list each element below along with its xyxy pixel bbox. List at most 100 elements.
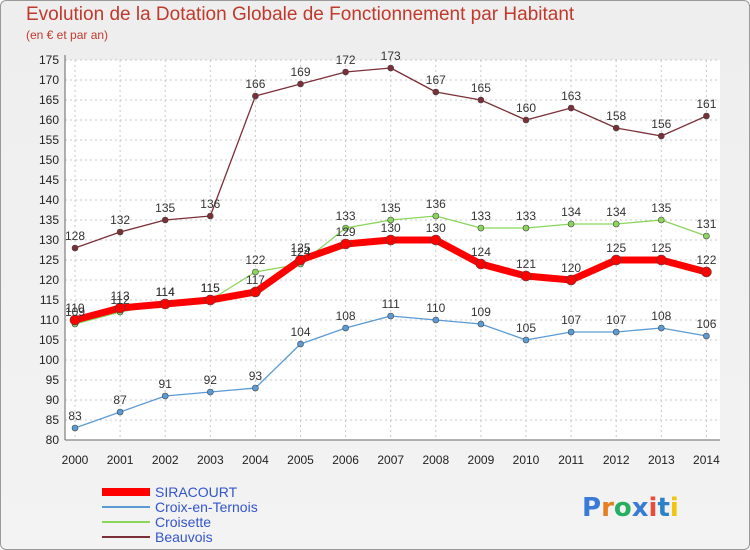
- data-point: [567, 104, 575, 112]
- data-label: 166: [245, 77, 265, 91]
- data-label: 133: [336, 209, 356, 223]
- data-point: [657, 324, 665, 332]
- x-tick-label: 2011: [558, 453, 584, 467]
- data-label: 125: [606, 241, 626, 255]
- x-tick-label: 2013: [648, 453, 675, 467]
- data-label: 129: [336, 225, 356, 239]
- data-point: [342, 324, 349, 332]
- data-point: [432, 88, 440, 96]
- data-label: 135: [381, 201, 401, 215]
- y-tick-label: 115: [40, 293, 59, 307]
- data-point: [297, 80, 304, 88]
- data-point: [477, 224, 485, 232]
- data-point: [520, 270, 532, 282]
- data-point: [69, 314, 81, 326]
- data-point: [477, 320, 485, 328]
- data-point: [432, 316, 440, 324]
- data-point: [340, 238, 351, 250]
- data-label: 91: [159, 377, 173, 391]
- x-tick-label: 2012: [603, 453, 630, 467]
- data-label: 131: [696, 217, 716, 231]
- x-tick-label: 2008: [422, 453, 449, 467]
- data-label: 109: [65, 305, 85, 319]
- data-point: [252, 92, 259, 100]
- data-label: 135: [155, 201, 175, 215]
- y-tick-label: 90: [46, 393, 60, 407]
- x-tick-label: 2004: [242, 453, 269, 467]
- data-point: [703, 112, 710, 120]
- legend-label: Beauvois: [155, 529, 213, 545]
- data-point: [522, 224, 530, 232]
- x-tick-label: 2007: [377, 453, 404, 467]
- data-point: [116, 228, 124, 236]
- y-tick-label: 120: [39, 273, 59, 287]
- y-tick-label: 145: [39, 173, 59, 187]
- y-tick-label: 165: [39, 93, 59, 107]
- data-point: [432, 212, 440, 220]
- data-point: [657, 132, 665, 140]
- data-point: [387, 312, 395, 320]
- x-tick-label: 2006: [332, 453, 359, 467]
- data-point: [385, 234, 397, 246]
- data-label: 120: [561, 261, 581, 275]
- data-label: 165: [471, 81, 491, 95]
- data-point: [295, 254, 306, 266]
- data-point: [342, 224, 349, 232]
- legend-label: SIRACOURT: [155, 484, 238, 500]
- data-label: 169: [290, 65, 310, 79]
- data-label: 136: [200, 197, 220, 211]
- y-tick-label: 110: [40, 313, 59, 327]
- data-label: 110: [426, 301, 445, 315]
- chart-subtitle: (en € et par an): [26, 28, 109, 42]
- data-point: [207, 388, 214, 396]
- data-label: 105: [516, 321, 536, 335]
- data-label: 92: [204, 373, 218, 387]
- data-label: 125: [651, 241, 671, 255]
- y-tick-label: 95: [46, 373, 60, 387]
- y-tick-label: 125: [39, 253, 59, 267]
- y-tick-label: 100: [39, 353, 59, 367]
- y-tick-label: 85: [46, 413, 60, 427]
- data-label: 112: [111, 293, 130, 307]
- data-label: 135: [651, 201, 671, 215]
- data-label: 132: [110, 213, 130, 227]
- y-tick-label: 150: [39, 153, 59, 167]
- chart-title: Evolution de la Dotation Globale de Fonc…: [26, 4, 575, 25]
- data-point: [612, 124, 620, 132]
- data-label: 106: [696, 317, 716, 331]
- data-point: [250, 286, 261, 298]
- data-label: 113: [111, 289, 130, 303]
- data-point: [161, 392, 169, 400]
- data-point: [159, 298, 171, 310]
- data-label: 107: [561, 313, 581, 327]
- data-label: 156: [651, 117, 671, 131]
- data-point: [612, 328, 620, 336]
- y-tick-label: 130: [39, 233, 59, 247]
- data-point: [114, 302, 126, 314]
- x-tick-label: 2010: [513, 453, 540, 467]
- data-point: [477, 96, 485, 104]
- data-label: 122: [245, 253, 265, 267]
- data-point: [657, 216, 665, 224]
- data-point: [161, 216, 169, 224]
- data-label: 87: [113, 393, 127, 407]
- data-point: [567, 220, 575, 228]
- data-point: [701, 266, 712, 278]
- data-point: [430, 234, 442, 246]
- x-tick-label: 2000: [62, 453, 89, 467]
- data-label: 117: [246, 273, 265, 287]
- data-label: 160: [516, 101, 536, 115]
- data-label: 134: [606, 205, 626, 219]
- data-label: 173: [381, 49, 401, 63]
- data-label: 133: [516, 209, 536, 223]
- data-point: [522, 336, 530, 344]
- data-point: [703, 232, 710, 240]
- y-tick-label: 80: [46, 433, 60, 447]
- data-point: [116, 408, 124, 416]
- data-label: 108: [336, 309, 356, 323]
- data-label: 122: [696, 253, 716, 267]
- data-point: [252, 384, 259, 392]
- data-label: 158: [606, 109, 626, 123]
- data-label: 83: [68, 409, 82, 423]
